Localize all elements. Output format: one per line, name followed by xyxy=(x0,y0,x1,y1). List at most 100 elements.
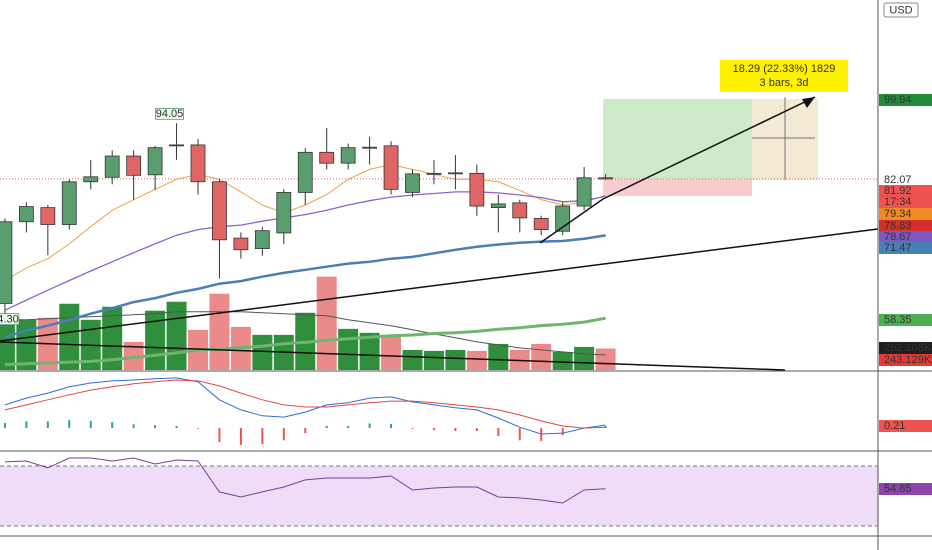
extreme-label-box xyxy=(0,313,20,326)
histogram-bar xyxy=(111,422,114,429)
candle-body xyxy=(490,203,506,209)
price-tag-label: 243.129K xyxy=(884,354,932,366)
volume-bar xyxy=(552,351,573,370)
candle-body xyxy=(0,221,13,304)
volume-bar xyxy=(466,350,487,370)
price-tag-label: 0.21 xyxy=(884,420,905,432)
macd-line xyxy=(4,377,606,435)
volume-bar xyxy=(402,349,423,370)
axes: 99.94 82.0781.9217:3479.3478.8378.6771.47… xyxy=(879,94,932,495)
candle-body xyxy=(448,172,463,175)
candle-body xyxy=(276,192,292,234)
candle-body xyxy=(18,206,34,223)
currency[interactable]: USD xyxy=(889,4,912,16)
candle-body xyxy=(126,155,142,176)
volume-bar xyxy=(595,348,616,370)
extreme-label: 94.05 xyxy=(156,108,184,120)
price-tag xyxy=(879,220,932,232)
indicator-panes xyxy=(0,377,878,527)
histogram-bar xyxy=(175,425,178,429)
histogram-bar xyxy=(25,421,28,429)
annotation-box xyxy=(720,60,848,92)
histogram-bar xyxy=(218,428,221,442)
currency-box[interactable] xyxy=(883,2,919,18)
profit-zone xyxy=(603,99,752,180)
candle-body xyxy=(169,144,184,147)
candle-body xyxy=(212,181,227,241)
price-tag-label: 17:34 xyxy=(884,196,912,208)
volume-bar xyxy=(445,349,466,370)
candle-body xyxy=(190,144,206,183)
candle-body xyxy=(340,147,356,164)
candle-body xyxy=(83,176,99,183)
price-tag-label: 78.83 xyxy=(884,220,912,232)
moving-average xyxy=(4,316,606,366)
price-tag xyxy=(879,185,932,197)
price-tag xyxy=(879,94,932,106)
rsi-line xyxy=(4,457,606,504)
volume-bar xyxy=(252,334,273,370)
extreme-label: 64.30 xyxy=(0,314,19,326)
annotation: 18.29 (22.33%) 1829 xyxy=(733,63,836,75)
volume-bar xyxy=(423,350,444,370)
projection-arrow xyxy=(539,96,816,244)
moving-average xyxy=(4,164,606,281)
price-tag xyxy=(879,196,932,208)
candle-body xyxy=(297,151,313,193)
annotation: 3 bars, 3d xyxy=(760,77,809,89)
volume-bar xyxy=(359,332,380,370)
candle-body xyxy=(533,218,549,230)
candle-body xyxy=(576,177,592,207)
candle-body xyxy=(104,155,120,178)
histogram-bar xyxy=(46,421,49,429)
candle-body xyxy=(405,173,420,193)
candle-body xyxy=(469,172,485,207)
price-tag-label: 58.35 xyxy=(884,314,912,326)
volume-bar xyxy=(531,343,552,370)
trend-line xyxy=(0,341,786,371)
price-tag xyxy=(879,420,932,432)
volume-bar xyxy=(102,306,123,370)
price-tag-label: 79.34 xyxy=(884,208,912,220)
price-tag xyxy=(879,174,932,186)
volume-bar xyxy=(316,276,337,370)
price-tag xyxy=(879,483,932,495)
volume-bar xyxy=(209,293,230,370)
moving-average xyxy=(4,191,606,311)
histogram-bar xyxy=(518,428,521,441)
histogram-bar xyxy=(432,428,435,431)
candle-body xyxy=(383,145,399,190)
volume-bar xyxy=(0,319,15,370)
volume-bar xyxy=(123,341,144,370)
histogram-bar xyxy=(196,428,199,429)
histogram-bar xyxy=(261,428,264,445)
main-pane: 94.05 64.30 xyxy=(0,107,878,370)
histogram-bar xyxy=(68,420,71,429)
candle-body xyxy=(598,177,613,180)
arrow-head xyxy=(802,97,815,108)
histogram-bar xyxy=(3,423,6,429)
price-tag-label: 262.106K xyxy=(884,342,932,354)
volume-bar xyxy=(59,303,80,370)
volume-bar xyxy=(338,328,359,370)
histogram-bar xyxy=(282,428,285,441)
candle-body xyxy=(147,147,163,176)
histogram-bar xyxy=(304,428,307,434)
volume-bar xyxy=(574,346,595,370)
price-tag xyxy=(879,242,932,254)
candle-body xyxy=(319,151,335,164)
price-tag-label: 82.07 xyxy=(884,174,912,186)
price-tag-label: 78.67 xyxy=(884,231,912,243)
histogram-bar xyxy=(497,428,500,437)
histogram-bar xyxy=(454,428,457,432)
price-tag-label: 71.47 xyxy=(884,242,912,254)
histogram-bar xyxy=(411,428,414,429)
macd-line xyxy=(4,379,606,429)
histogram-bar xyxy=(368,423,371,429)
histogram-bar xyxy=(390,423,393,429)
price-tag-label: 81.92 xyxy=(884,185,912,197)
candle-body xyxy=(512,202,528,219)
candle-body xyxy=(254,230,270,249)
price-tag-label: 54.85 xyxy=(884,483,912,495)
